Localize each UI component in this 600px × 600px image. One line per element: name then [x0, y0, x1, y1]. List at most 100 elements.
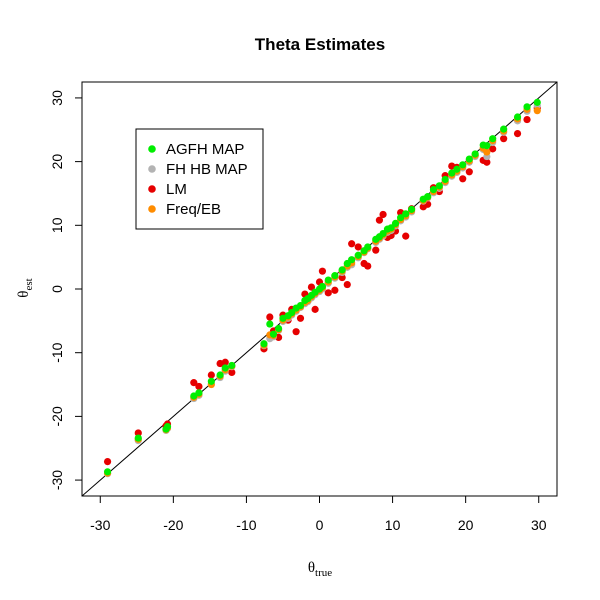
- legend-label: FH HB MAP: [166, 161, 248, 178]
- data-point: [195, 389, 203, 397]
- data-point: [134, 434, 142, 442]
- x-tick-label: 30: [531, 517, 547, 533]
- y-tick-label: -30: [49, 470, 65, 490]
- data-point: [343, 280, 351, 289]
- data-point: [288, 308, 296, 317]
- data-point: [500, 135, 508, 143]
- legend: AGFH MAP FH HB MAP LM Freq/EB: [135, 128, 264, 230]
- data-point: [500, 125, 508, 133]
- data-point: [435, 182, 443, 190]
- data-point: [190, 379, 198, 387]
- data-point: [429, 186, 438, 194]
- plot-inner: [82, 82, 557, 496]
- data-point: [354, 243, 362, 251]
- y-tick-label: 10: [49, 217, 65, 233]
- data-point: [331, 286, 339, 294]
- x-axis-label: θtrue: [308, 560, 332, 579]
- chart-title: Theta Estimates: [255, 35, 385, 54]
- data-point: [453, 165, 461, 173]
- x-axis: -30 -20 -10 0 10 20 30: [90, 495, 547, 533]
- data-point: [348, 256, 356, 264]
- data-point: [465, 155, 473, 163]
- data-point: [348, 240, 356, 248]
- y-axis-label: θest: [16, 278, 35, 297]
- data-point: [407, 205, 416, 213]
- data-point: [296, 314, 305, 322]
- y-tick-label: 20: [49, 154, 65, 170]
- data-point: [379, 210, 387, 219]
- data-point: [513, 129, 522, 138]
- data-point: [266, 313, 274, 321]
- data-point: [364, 262, 372, 270]
- data-point: [448, 169, 456, 177]
- data-point: [318, 282, 327, 291]
- data-point: [103, 458, 112, 466]
- y-axis: -30 -20 -10 0 10 20 30: [49, 90, 83, 490]
- data-point: [163, 422, 172, 431]
- data-point: [483, 148, 491, 156]
- axes: -30 -20 -10 0 10 20 30 -30 -20 -10 0 10 20 30: [49, 81, 558, 533]
- x-tick-label: 0: [316, 517, 324, 533]
- data-point: [195, 382, 203, 391]
- legend-label: Freq/EB: [166, 201, 221, 218]
- data-point: [274, 324, 283, 333]
- data-point: [483, 158, 491, 166]
- data-point: [533, 98, 541, 106]
- data-point: [228, 368, 236, 377]
- data-point: [228, 361, 236, 370]
- data-point: [397, 214, 405, 222]
- data-point: [424, 193, 432, 201]
- data-point: [372, 246, 380, 254]
- y-axis-label-main: θ: [16, 291, 32, 298]
- data-point: [292, 328, 300, 336]
- data-point: [441, 175, 449, 184]
- x-tick-label: 10: [385, 517, 401, 533]
- data-point: [324, 276, 332, 284]
- data-point: [324, 289, 332, 297]
- data-point: [103, 468, 112, 476]
- data-point: [318, 267, 327, 275]
- data-point: [269, 330, 278, 338]
- x-tick-label: -20: [163, 517, 183, 533]
- data-point: [489, 135, 497, 143]
- data-point: [207, 371, 215, 379]
- data-point: [134, 429, 142, 437]
- data-point: [465, 168, 473, 176]
- data-point: [379, 229, 387, 238]
- series-agfh-map: [103, 98, 541, 476]
- legend-box: [135, 128, 264, 230]
- data-point: [391, 219, 400, 227]
- legend-marker: [148, 145, 156, 153]
- data-point: [375, 216, 384, 224]
- x-tick-label: -10: [236, 517, 256, 533]
- data-point: [483, 142, 491, 150]
- svg-text:θest: θest: [16, 278, 35, 297]
- data-point: [296, 301, 305, 310]
- plot-area: [82, 82, 557, 496]
- data-point: [523, 103, 531, 111]
- data-point: [459, 161, 467, 169]
- data-point: [221, 364, 229, 372]
- data-point: [489, 145, 497, 153]
- data-point: [402, 232, 410, 240]
- data-point: [307, 283, 316, 291]
- y-axis-label-sub: est: [23, 278, 35, 290]
- x-axis-label-main: θ: [308, 560, 315, 576]
- data-point: [338, 273, 346, 282]
- legend-label: AGFH MAP: [166, 141, 244, 158]
- x-axis-label-sub: true: [315, 567, 332, 579]
- data-point: [338, 266, 346, 274]
- x-tick-label: -30: [90, 517, 110, 533]
- legend-marker: [148, 205, 156, 213]
- legend-marker: [148, 165, 156, 173]
- data-point: [221, 358, 229, 366]
- svg-text:θtrue: θtrue: [308, 560, 332, 579]
- data-point: [364, 243, 372, 251]
- data-point: [311, 305, 319, 313]
- data-point: [513, 113, 522, 121]
- data-point: [207, 377, 215, 385]
- data-point: [354, 251, 362, 259]
- data-point: [266, 320, 274, 328]
- y-tick-label: 0: [49, 285, 65, 293]
